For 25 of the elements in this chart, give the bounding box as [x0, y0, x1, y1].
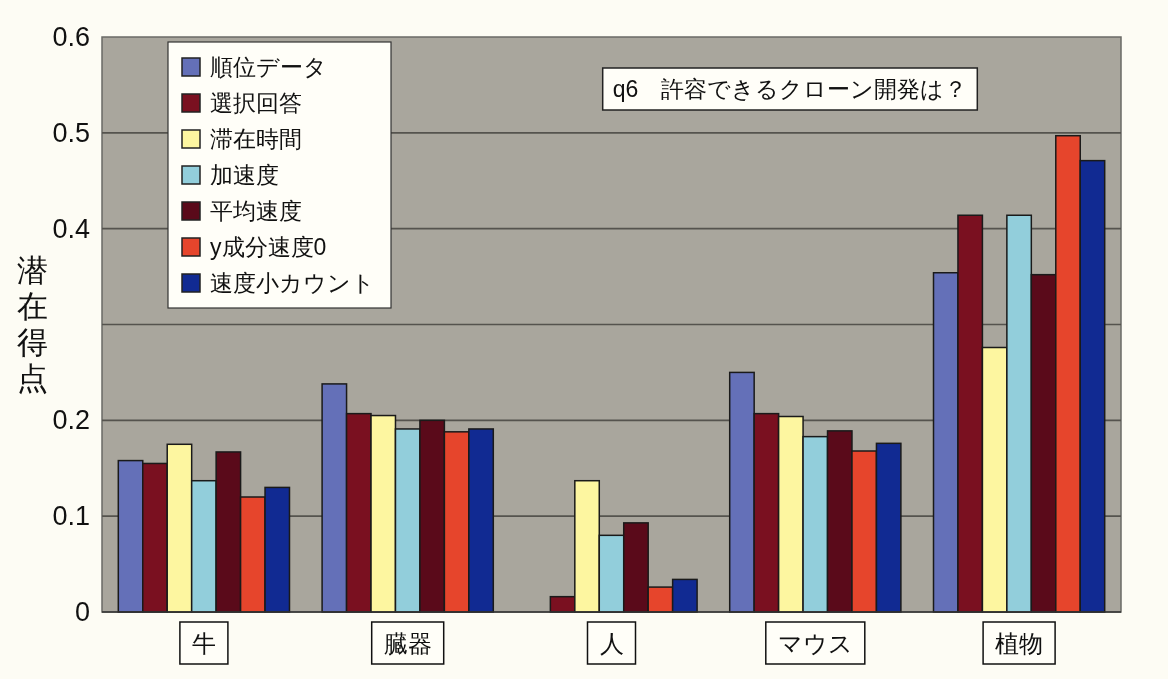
legend-label: 平均速度: [210, 198, 302, 224]
ylabel: 潜在得点: [16, 252, 48, 396]
x-tick-label: 人: [599, 630, 624, 657]
legend-label: 加速度: [210, 162, 279, 188]
legend-label: y成分速度0: [210, 234, 327, 260]
legend-label: 滞在時間: [210, 126, 302, 152]
x-tick-label: 牛: [179, 621, 229, 665]
x-tick-label: マウス: [777, 630, 853, 657]
x-tick-label: 植物: [982, 621, 1056, 665]
legend-label: 選択回答: [210, 90, 302, 116]
y-tick-label: 0.5: [52, 117, 90, 148]
x-tick-label: マウス: [765, 621, 866, 665]
title: q6 許容できるクローン開発は？: [601, 67, 979, 111]
y-tick-label: 0: [74, 597, 90, 627]
x-tick-label: 臓器: [383, 630, 432, 657]
legend-label: 速度小カウント: [210, 270, 375, 296]
y-tick-label: 0.6: [52, 22, 90, 52]
y-tick-label: 0.4: [52, 213, 90, 244]
x-tick-label: 牛: [191, 630, 216, 657]
y-tick-label: 0.1: [52, 501, 90, 532]
x-tick-label: 植物: [995, 630, 1044, 657]
x-tick-label: 臓器: [370, 621, 445, 665]
legend-label: 順位データ: [210, 54, 327, 80]
y-tick-label: 0.2: [52, 405, 90, 436]
x-tick-label: 人: [586, 621, 637, 665]
